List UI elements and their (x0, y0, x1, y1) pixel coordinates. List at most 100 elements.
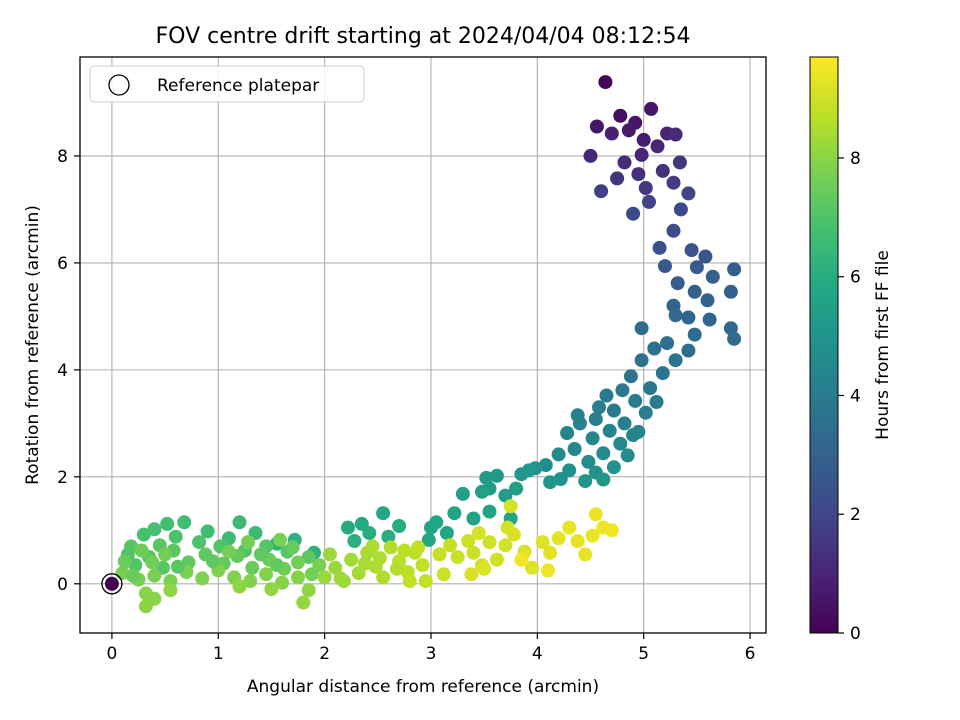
data-point (145, 555, 160, 570)
legend-entry-label: Reference platepar (157, 76, 319, 96)
data-point (124, 539, 139, 554)
data-point (291, 555, 305, 570)
data-point (631, 167, 646, 182)
data-point (681, 310, 696, 325)
data-point (700, 293, 715, 308)
data-point (232, 579, 247, 594)
data-point (243, 574, 258, 589)
data-point (604, 523, 619, 538)
data-point (264, 582, 279, 597)
data-point (134, 543, 149, 558)
data-point (269, 558, 284, 573)
data-point (592, 400, 606, 415)
data-point (553, 472, 568, 486)
data-point (489, 552, 504, 567)
data-point (570, 408, 585, 423)
data-point (245, 560, 260, 575)
data-point (482, 504, 497, 519)
reference-point (104, 576, 119, 591)
data-point (621, 123, 636, 138)
colorbar-tick-label: 2 (850, 505, 861, 525)
data-point (479, 470, 494, 485)
data-point (598, 75, 613, 90)
data-point (617, 155, 632, 170)
data-point (421, 532, 436, 547)
data-point (415, 558, 430, 573)
data-point (506, 527, 521, 542)
data-point (158, 547, 173, 562)
data-point (312, 558, 327, 573)
data-point (684, 243, 699, 258)
data-point (489, 468, 504, 483)
data-point (411, 540, 426, 555)
x-tick-label: 1 (213, 644, 224, 664)
data-point (232, 515, 247, 530)
data-point (128, 558, 143, 573)
data-point (383, 540, 398, 555)
data-point (333, 571, 348, 586)
colorbar-tick-label: 8 (850, 149, 861, 169)
data-point (613, 108, 628, 123)
data-point (443, 538, 458, 553)
data-point (418, 574, 433, 589)
data-point (160, 516, 175, 531)
data-point (341, 520, 355, 535)
data-point (606, 403, 621, 418)
data-point (551, 447, 566, 462)
data-point (177, 515, 192, 530)
data-point (670, 276, 685, 291)
data-point (514, 552, 529, 567)
data-point (136, 527, 151, 542)
x-tick-label: 2 (319, 644, 330, 664)
y-axis-label: Rotation from reference (arcmin) (23, 205, 43, 485)
data-point (126, 568, 141, 583)
y-ticks: 0 2 4 6 8 (57, 147, 80, 595)
data-point (644, 101, 659, 116)
data-point (589, 119, 604, 134)
data-point (291, 570, 305, 585)
y-tick-label: 8 (57, 147, 68, 167)
data-point (689, 260, 704, 275)
data-point (498, 538, 513, 553)
data-point (117, 554, 132, 569)
data-point (498, 488, 513, 503)
reference-ring (101, 573, 123, 595)
data-point (596, 472, 611, 487)
data-point (588, 507, 603, 522)
data-point (372, 551, 387, 566)
data-point (727, 331, 742, 346)
x-tick-label: 0 (106, 644, 117, 664)
axes-frame (79, 56, 767, 634)
data-point (578, 474, 593, 489)
legend-marker-circle (108, 74, 130, 96)
data-point (681, 186, 696, 201)
data-point (509, 481, 524, 496)
data-point (439, 526, 454, 540)
data-point (521, 463, 536, 478)
data-point (192, 535, 207, 550)
legend: Reference platepar (89, 65, 365, 103)
data-point (466, 545, 481, 560)
y-tick-label: 2 (57, 468, 68, 488)
data-point (668, 353, 683, 368)
data-point (594, 184, 609, 199)
data-point (596, 446, 611, 461)
data-point (525, 560, 539, 575)
data-point (562, 520, 577, 535)
data-point (687, 327, 702, 342)
data-point (668, 127, 683, 142)
data-point (628, 393, 643, 408)
data-point (464, 567, 479, 582)
chart-title: FOV centre drift starting at 2024/04/04 … (156, 24, 691, 49)
data-point (275, 575, 290, 590)
data-point (535, 535, 550, 550)
data-point (705, 269, 720, 284)
data-point (585, 431, 600, 446)
colorbar (809, 56, 839, 634)
data-point (461, 534, 476, 548)
data-point (723, 321, 738, 336)
data-point (450, 550, 465, 565)
data-point (610, 171, 625, 186)
data-point (471, 526, 486, 540)
data-point (634, 321, 649, 336)
